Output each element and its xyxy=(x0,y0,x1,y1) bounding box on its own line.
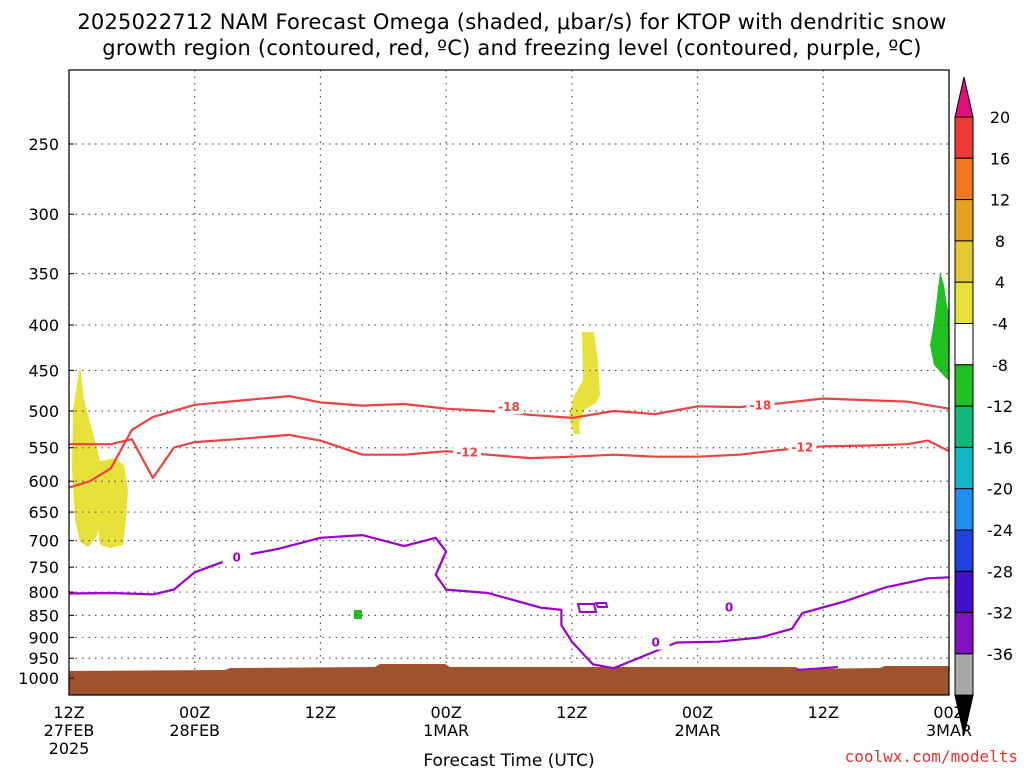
colorbar: 20 16 12 8 4 -4 -8 -12 -16 -20 -24 -28 -32 -36 xyxy=(954,76,1013,736)
colorbar-segment xyxy=(954,364,974,407)
y-tick-label: 600 xyxy=(28,472,59,491)
contour-line xyxy=(69,395,949,489)
colorbar-segment xyxy=(954,446,974,490)
colorbar-segment xyxy=(954,240,974,283)
y-tick-label: 350 xyxy=(28,265,59,284)
omega-positive-region xyxy=(93,458,128,548)
x-tick-date-label: 2MAR xyxy=(675,721,721,740)
ground-surface xyxy=(69,664,949,695)
colorbar-label: 16 xyxy=(990,149,1010,168)
colorbar-label: -32 xyxy=(987,604,1013,623)
colorbar-segment xyxy=(954,570,974,614)
y-tick-label: 850 xyxy=(28,606,59,625)
x-tick-label: 12Z xyxy=(808,703,839,722)
y-tick-label: 450 xyxy=(28,361,59,380)
y-tick-label: 1000 xyxy=(18,669,59,688)
y-tick-label: 500 xyxy=(28,402,59,421)
x-tick-date-label: 27FEB xyxy=(44,721,95,740)
contour-line xyxy=(795,666,839,671)
contour-label-background xyxy=(222,550,251,565)
contour-label: -12 xyxy=(791,441,813,455)
x-tick-date-label: 1MAR xyxy=(423,721,469,740)
colorbar-segment xyxy=(954,323,974,366)
colorbar-label: -8 xyxy=(992,356,1008,375)
x-tick-date-label: 3MAR xyxy=(926,721,972,740)
colorbar-segment xyxy=(954,405,974,448)
colorbar-label: -4 xyxy=(992,315,1008,334)
contour-label: -18 xyxy=(750,399,772,413)
y-tick-label: 550 xyxy=(28,439,59,458)
x-tick-label: 12Z xyxy=(53,703,84,722)
colorbar-label: -36 xyxy=(987,645,1013,664)
y-tick-label: 700 xyxy=(28,532,59,551)
y-tick-label: 650 xyxy=(28,503,59,522)
contour-label-background xyxy=(641,635,670,650)
contour-label: 0 xyxy=(725,601,733,615)
colorbar-top-arrow xyxy=(954,76,974,118)
chart-title-line-2: growth region (contoured, red, ºC) and f… xyxy=(102,36,922,60)
colorbar-segment xyxy=(954,281,974,325)
x-tick-label: 00Z xyxy=(430,703,461,722)
colorbar-segment xyxy=(954,157,974,201)
contour-label-background xyxy=(495,400,523,415)
y-tick-label: 250 xyxy=(28,135,59,154)
x-tick-label: 00Z xyxy=(179,703,210,722)
x-tick-label: 00Z xyxy=(933,703,964,722)
y-axis-ticks: 250 300 350 400 450 500 550 600 650 700 750 800 850 9… xyxy=(18,135,74,688)
credit-text: coolwx.com/modelts xyxy=(845,747,1018,766)
contour-label: 0 xyxy=(232,550,240,564)
contour-line xyxy=(69,433,949,480)
contour-label: -12 xyxy=(456,446,478,460)
x-tick-date-label: 28FEB xyxy=(169,721,220,740)
colorbar-segment xyxy=(954,612,974,655)
chart-title-line-1: 2025022712 NAM Forecast Omega (shaded, μ… xyxy=(77,10,947,34)
omega-negative-region xyxy=(354,610,362,619)
x-tick-label: 12Z xyxy=(556,703,587,722)
omega-negative-region xyxy=(930,272,949,381)
y-tick-label: 900 xyxy=(28,628,59,647)
contour-line xyxy=(576,602,609,613)
colorbar-label: 12 xyxy=(990,191,1010,210)
colorbar-label: 8 xyxy=(995,232,1005,251)
x-axis-title: Forecast Time (UTC) xyxy=(423,751,594,768)
x-tick-label: 12Z xyxy=(305,703,336,722)
x-tick-year-label: 2025 xyxy=(49,739,90,758)
plot-frame xyxy=(68,69,950,696)
y-tick-label: 300 xyxy=(28,205,59,224)
colorbar-bottom-arrow xyxy=(954,694,974,736)
contour-label-background xyxy=(746,398,775,413)
colorbar-segment xyxy=(954,653,974,696)
x-tick-label: 00Z xyxy=(682,703,713,722)
colorbar-label: -20 xyxy=(987,480,1013,499)
y-tick-label: 750 xyxy=(28,558,59,577)
colorbar-segment xyxy=(954,529,974,572)
contour-layer: -18 -18 -12 -12 0 0 0 xyxy=(69,395,949,671)
y-tick-label: 800 xyxy=(28,583,59,602)
colorbar-segment xyxy=(954,488,974,531)
colorbar-label: -28 xyxy=(987,562,1013,581)
colorbar-label: 4 xyxy=(995,273,1005,292)
colorbar-label: -24 xyxy=(987,521,1013,540)
plot-area xyxy=(69,70,949,695)
omega-shading-layer xyxy=(72,272,949,619)
colorbar-segment xyxy=(954,199,974,242)
y-tick-label: 400 xyxy=(28,316,59,335)
y-tick-label: 950 xyxy=(28,649,59,668)
colorbar-label: 20 xyxy=(990,108,1010,127)
contour-label-background xyxy=(453,445,482,460)
colorbar-segment xyxy=(954,116,974,159)
ground-layer xyxy=(69,664,949,695)
contour-label-background xyxy=(788,440,817,455)
colorbar-label: -12 xyxy=(987,397,1013,416)
colorbar-label: -16 xyxy=(987,438,1013,457)
contour-label: 0 xyxy=(651,636,659,650)
contour-label: -18 xyxy=(498,400,520,414)
contour-label-background xyxy=(715,600,743,615)
omega-positive-region xyxy=(569,332,600,434)
